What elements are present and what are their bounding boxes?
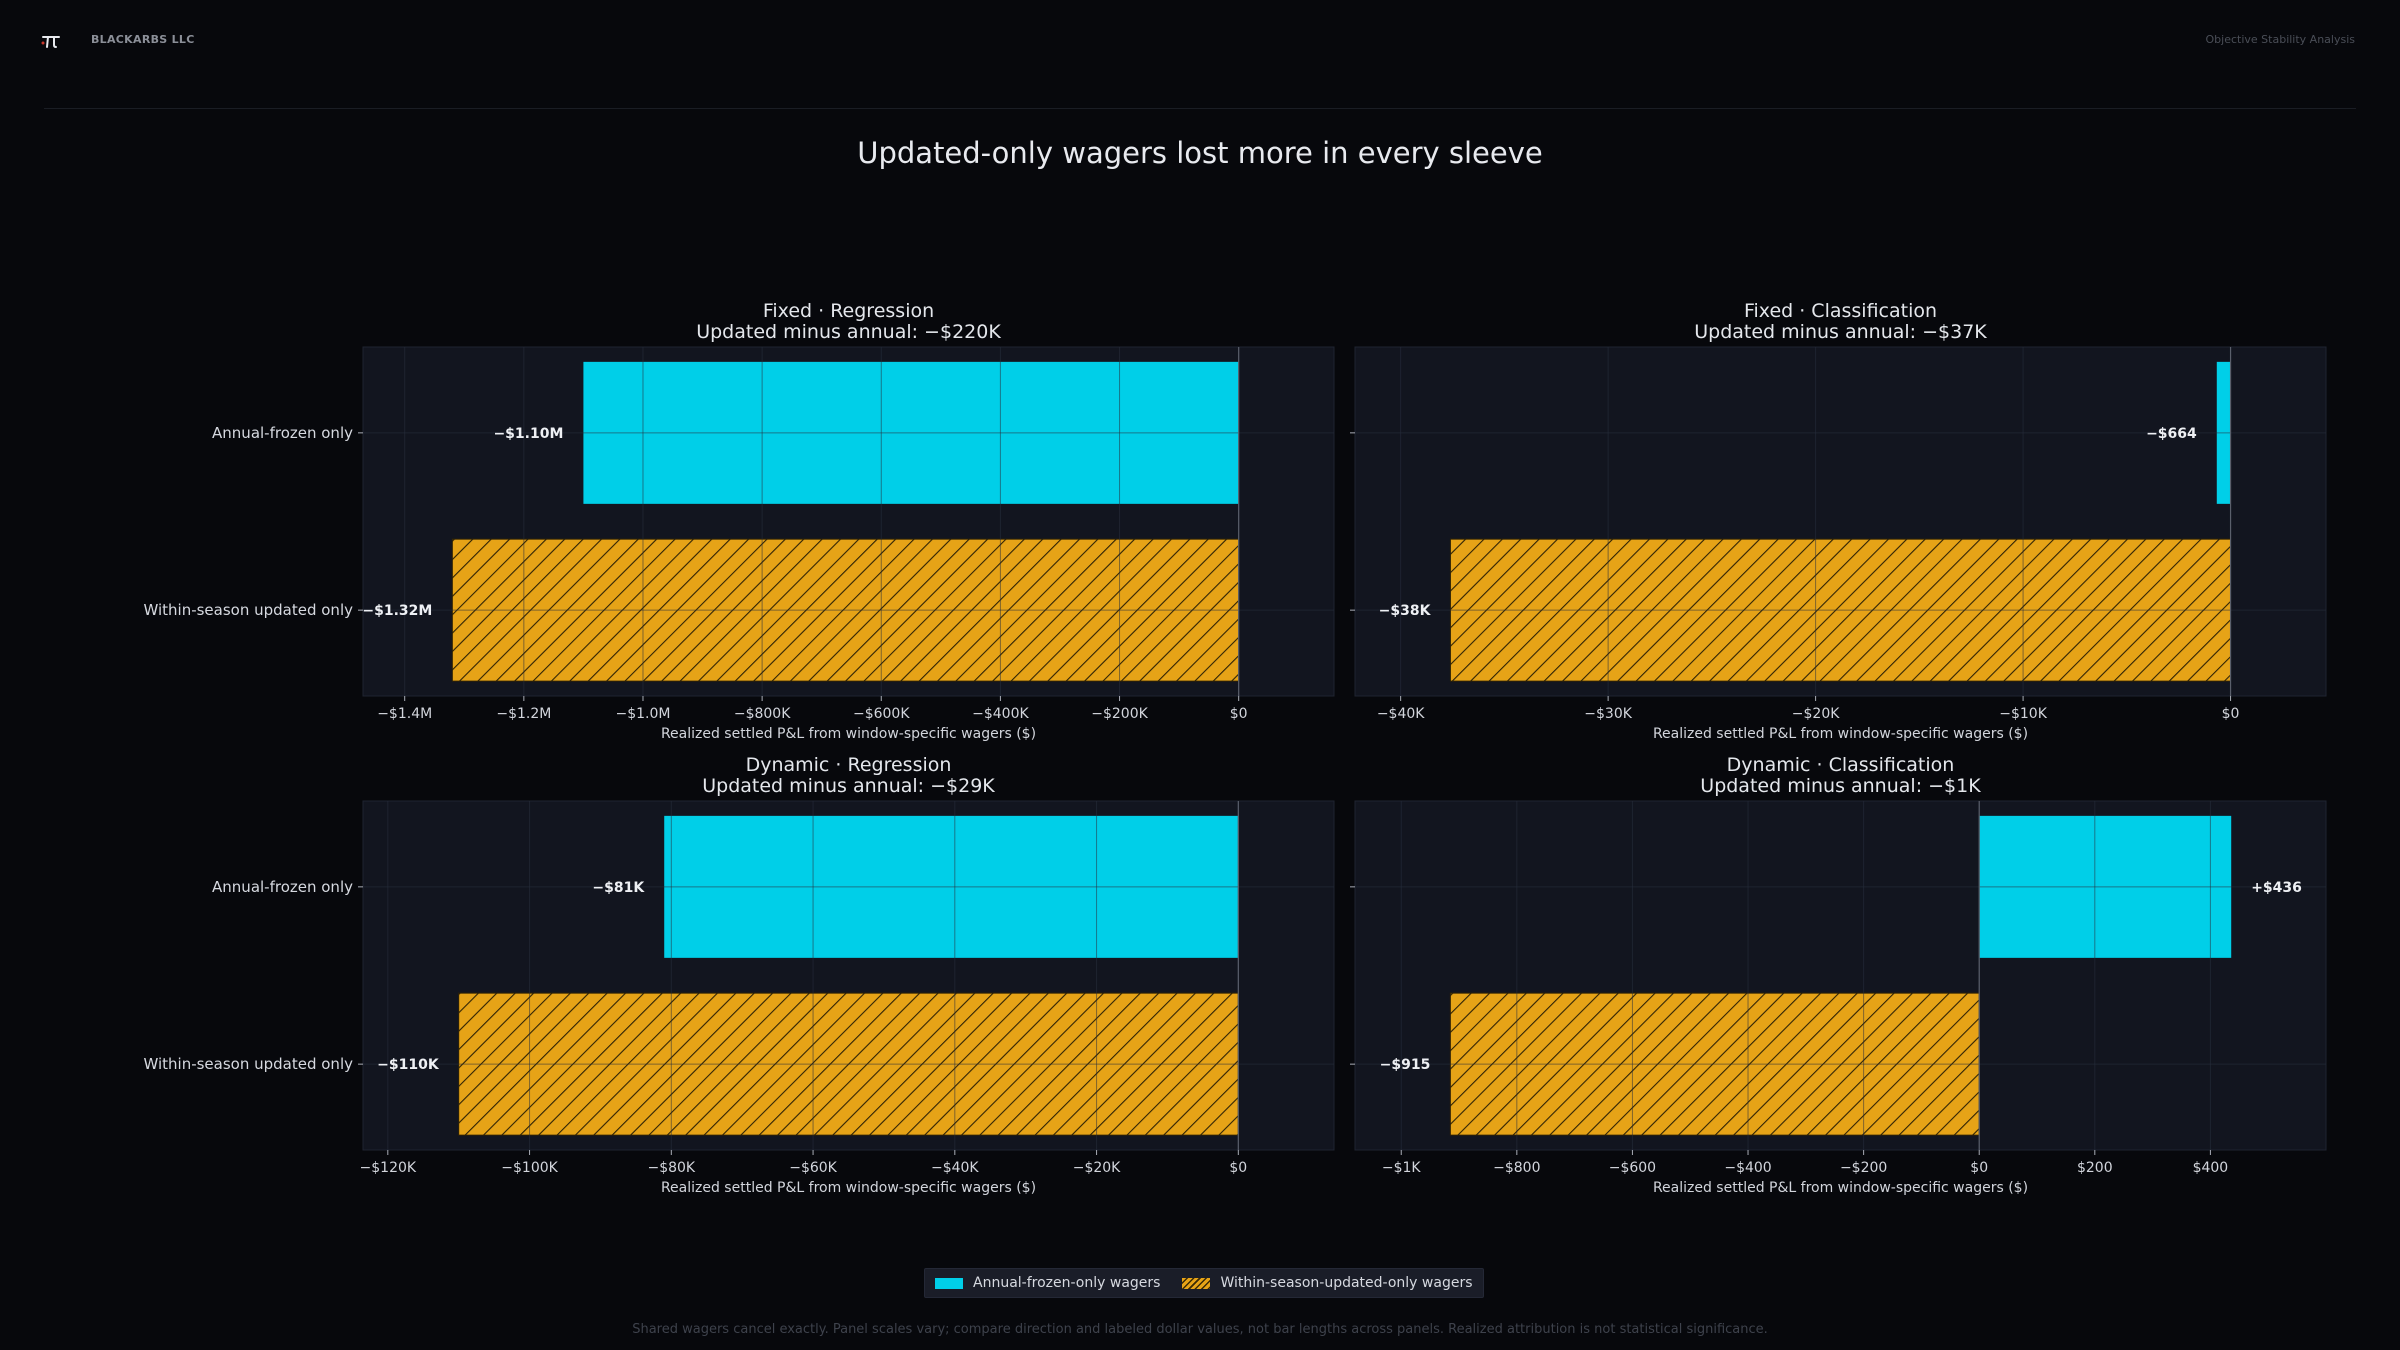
data-label: −$1.10M (493, 426, 563, 442)
x-axis-label: Realized settled P&L from window-specifi… (1653, 726, 2028, 742)
y-category-label: Annual-frozen only (212, 424, 353, 442)
x-tick-label: −$120K (360, 1160, 417, 1176)
x-tick-label: −$400 (1724, 1160, 1771, 1176)
footnote: Shared wagers cancel exactly. Panel scal… (632, 1322, 1768, 1337)
data-label: −$110K (377, 1057, 440, 1073)
legend-item-annual: Annual-frozen-only wagers (931, 1275, 1164, 1291)
x-tick-label: $0 (1229, 1160, 1247, 1176)
legend-label-updated: Within-season-updated-only wagers (1220, 1275, 1473, 1291)
x-tick-label: −$30K (1584, 706, 1632, 722)
x-tick-label: $400 (2193, 1160, 2229, 1176)
chart-legend: Annual-frozen-only wagers Within-season-… (924, 1268, 1484, 1298)
x-axis-label: Realized settled P&L from window-specifi… (1653, 1180, 2028, 1196)
panel-subtitle: Updated minus annual: −$1K (1700, 775, 1981, 797)
legend-swatch-annual (935, 1277, 963, 1289)
x-axis-label: Realized settled P&L from window-specifi… (661, 1180, 1036, 1196)
legend-swatch-updated (1182, 1277, 1211, 1289)
x-tick-label: −$10K (1999, 706, 2047, 722)
panel-subtitle: Updated minus annual: −$29K (702, 775, 995, 797)
x-tick-label: −$20K (1073, 1160, 1121, 1176)
x-tick-label: $0 (1230, 706, 1248, 722)
x-tick-label: −$200 (1840, 1160, 1887, 1176)
header-divider (44, 108, 2356, 109)
x-tick-label: −$600 (1609, 1160, 1656, 1176)
x-tick-label: −$40K (931, 1160, 979, 1176)
x-tick-label: −$800 (1493, 1160, 1540, 1176)
data-label: −$81K (592, 880, 645, 896)
x-tick-label: −$800K (734, 706, 791, 722)
x-tick-label: −$1.0M (615, 706, 670, 722)
panel-subtitle: Updated minus annual: −$37K (1694, 321, 1987, 343)
legend-label-annual: Annual-frozen-only wagers (973, 1275, 1161, 1291)
x-axis-label: Realized settled P&L from window-specifi… (661, 726, 1036, 742)
x-tick-label: −$1.4M (377, 706, 432, 722)
x-tick-label: −$100K (501, 1160, 558, 1176)
x-tick-label: $0 (2222, 706, 2240, 722)
pi-logo-icon (41, 36, 60, 48)
y-category-label: Within-season updated only (143, 601, 353, 619)
x-tick-label: $0 (1970, 1160, 1988, 1176)
panel-title: Dynamic · Regression (746, 754, 952, 776)
x-tick-label: −$600K (853, 706, 910, 722)
page-header: BLACKARBS LLC Objective Stability Analys… (0, 0, 2400, 110)
data-label: +$436 (2251, 880, 2302, 896)
panel-subtitle: Updated minus annual: −$220K (696, 321, 1001, 343)
x-tick-label: −$80K (647, 1160, 695, 1176)
legend-item-updated: Within-season-updated-only wagers (1178, 1275, 1476, 1291)
x-tick-label: −$1K (1382, 1160, 1422, 1176)
data-label: −$664 (2146, 426, 2197, 442)
x-tick-label: −$400K (972, 706, 1029, 722)
analysis-label: Objective Stability Analysis (2205, 33, 2355, 46)
panel-title: Dynamic · Classification (1727, 754, 1955, 776)
x-tick-label: $200 (2077, 1160, 2113, 1176)
data-label: −$915 (1380, 1057, 1431, 1073)
data-label: −$38K (1379, 603, 1432, 619)
brand-name: BLACKARBS LLC (91, 33, 195, 46)
page-title: Updated-only wagers lost more in every s… (857, 136, 1543, 170)
data-label: −$1.32M (362, 603, 432, 619)
panel-title: Fixed · Regression (763, 300, 934, 322)
y-category-label: Within-season updated only (143, 1055, 353, 1073)
x-tick-label: −$20K (1792, 706, 1840, 722)
x-tick-label: −$40K (1377, 706, 1425, 722)
panel-title: Fixed · Classification (1744, 300, 1937, 322)
y-category-label: Annual-frozen only (212, 878, 353, 896)
x-tick-label: −$1.2M (496, 706, 551, 722)
x-tick-label: −$60K (789, 1160, 837, 1176)
x-tick-label: −$200K (1091, 706, 1148, 722)
